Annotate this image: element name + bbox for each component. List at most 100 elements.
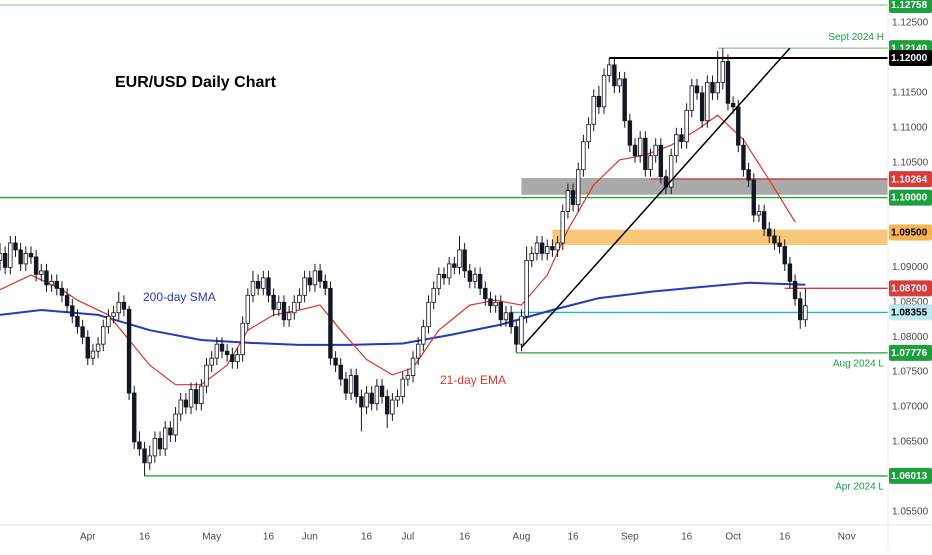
sma-label: 200-day SMA [143,290,216,304]
candle-body [725,61,731,104]
level-label-box [889,280,932,297]
level-label: 1.10000 [891,193,928,204]
candle-body [415,343,421,359]
level-label: 1.10264 [891,174,928,185]
candle-body [395,396,400,401]
candle-body [13,242,18,251]
level-note: Sept 2024 H [828,32,884,43]
candle-body [658,144,664,178]
candle-body [591,95,596,125]
candle-body [297,294,302,303]
candle-body [472,273,478,282]
candle-body [240,322,245,356]
candle-body [612,64,617,87]
candle-body [33,256,39,275]
candle-body [323,280,328,289]
candle-body [343,378,349,394]
x-tick-label: 16 [459,532,471,543]
candle-body [126,308,132,394]
candle-body [529,253,534,261]
candle-body [245,294,251,324]
candle-body [101,326,106,345]
candle-body [457,249,462,268]
candle-body [250,280,256,296]
moving-average-line [0,281,806,346]
candle-body [746,169,751,181]
candle-body [214,343,220,359]
candle-body [643,137,648,171]
price-axis: 1.05500 1.06500 1.07000 1.07500 1.08000 1.085… [889,0,932,517]
candle-body [710,81,715,94]
y-tick-label: 1.11500 [892,87,928,98]
candle-body [503,312,509,321]
level-note: Aug 2024 L [833,358,885,369]
candle-body [782,246,787,265]
candle-body [369,392,374,404]
candle-body [328,287,333,359]
level-label-box [889,171,932,188]
candle-body [550,246,555,251]
candle-body [152,438,158,457]
candle-body [204,364,209,387]
candle-body [8,242,13,268]
candle-body [116,301,121,314]
candle-body [792,280,798,300]
candle-body [199,385,204,404]
candle-body [333,357,338,366]
candle-body [188,389,194,408]
candle-body [622,78,627,122]
candle-body [219,343,225,352]
candle-body [653,144,658,157]
candle-body [235,354,240,363]
candle-body [498,301,503,321]
candle-body [64,294,70,307]
candle-body [689,85,695,111]
candle-body [379,385,385,397]
x-tick-label: Nov [838,532,856,543]
candle-body [49,280,54,286]
candle-body [648,155,653,171]
candle-body [436,273,442,289]
y-tick-label: 1.08000 [892,332,929,343]
x-tick-label: Jul [401,532,414,543]
candle-body [266,277,271,296]
candle-body [54,280,59,289]
candle-body [519,315,524,345]
candle-body [601,74,607,108]
level-label-box [889,344,932,361]
candle-body [271,294,276,310]
candle-body [627,120,633,146]
candle-body [699,92,705,122]
candle-body [421,326,426,345]
candle-body [106,315,111,328]
candle-body [374,385,380,404]
candle-body [715,81,720,94]
candle-body [772,235,777,244]
level-note: Apr 2024 L [835,482,884,493]
y-tick-label: 1.11000 [892,122,928,133]
candle-body [441,273,447,279]
candle-body [354,375,359,397]
candle-body [684,109,689,143]
candle-body [70,305,75,317]
candle-body [80,326,85,338]
level-label-box [889,0,932,14]
candle-body [545,246,550,254]
candle-body [59,287,65,296]
x-tick-label: Oct [725,532,741,543]
candle-body [637,137,643,157]
candle-body [730,102,736,108]
candle-body [426,301,431,328]
candle-body [317,270,323,282]
y-tick-label: 1.08500 [892,297,929,308]
candle-body [348,375,354,394]
candle-body [493,301,498,307]
candle-body [173,413,178,436]
y-tick-label: 1.09000 [892,262,929,273]
candle-body [183,399,189,408]
y-tick-label: 1.06500 [892,437,929,448]
x-tick-label: 16 [568,532,580,543]
candle-body [617,78,622,87]
candle-body [364,392,369,408]
chart-title: EUR/USD Daily Chart [115,74,277,91]
